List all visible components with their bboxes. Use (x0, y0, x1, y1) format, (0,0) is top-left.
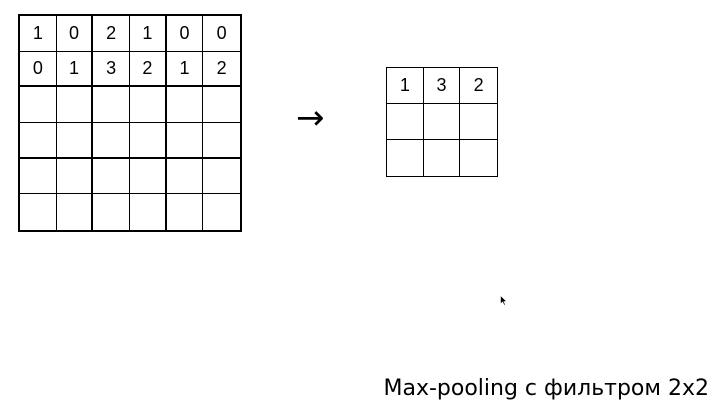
input-cell (130, 194, 167, 230)
input-cell (203, 87, 240, 123)
slide-caption: Max-pooling с фильтром 2x2 (383, 376, 710, 401)
input-cell: 2 (130, 51, 167, 88)
input-cell (166, 123, 204, 159)
input-cell: 2 (93, 16, 130, 52)
output-matrix: 1 3 2 (386, 67, 498, 177)
output-cell: 2 (460, 68, 497, 104)
input-cell: 1 (20, 16, 57, 52)
input-cell: 3 (93, 51, 130, 88)
input-cell (203, 194, 240, 230)
input-cell (56, 87, 94, 123)
input-cell: 0 (20, 51, 57, 88)
input-cell: 2 (203, 52, 240, 88)
input-cell (57, 194, 94, 230)
output-cell (387, 104, 424, 140)
input-cell: 0 (56, 16, 94, 52)
input-cell: 0 (203, 16, 240, 52)
input-cell (56, 123, 94, 159)
input-cell (203, 123, 240, 159)
input-cell (20, 158, 57, 195)
output-cell: 3 (423, 68, 461, 104)
mouse-pointer-icon (500, 295, 508, 306)
output-cell (460, 104, 497, 140)
input-cell (20, 123, 57, 159)
output-cell (460, 140, 497, 176)
input-cell: 0 (166, 16, 204, 52)
input-cell (93, 123, 130, 159)
input-cell (167, 194, 204, 230)
input-cell (20, 194, 57, 230)
input-cell: 1 (130, 16, 167, 52)
output-cell (424, 140, 461, 176)
input-cell (166, 158, 204, 195)
input-cell (93, 87, 130, 123)
input-cell (130, 123, 167, 159)
input-cell: 1 (56, 51, 94, 88)
output-cell: 1 (387, 68, 424, 104)
output-cell (423, 104, 461, 140)
input-matrix: 1 0 2 1 0 0 0 1 3 2 1 2 (18, 14, 242, 232)
input-cell (93, 194, 130, 230)
input-cell (20, 87, 57, 123)
input-cell (166, 87, 204, 123)
input-cell (130, 87, 167, 123)
input-cell: 1 (166, 51, 204, 88)
input-cell (56, 158, 94, 195)
input-cell (93, 158, 130, 195)
input-cell (130, 158, 167, 195)
arrow-right-icon: → (296, 98, 325, 138)
output-cell (387, 140, 424, 176)
input-cell (203, 159, 240, 195)
